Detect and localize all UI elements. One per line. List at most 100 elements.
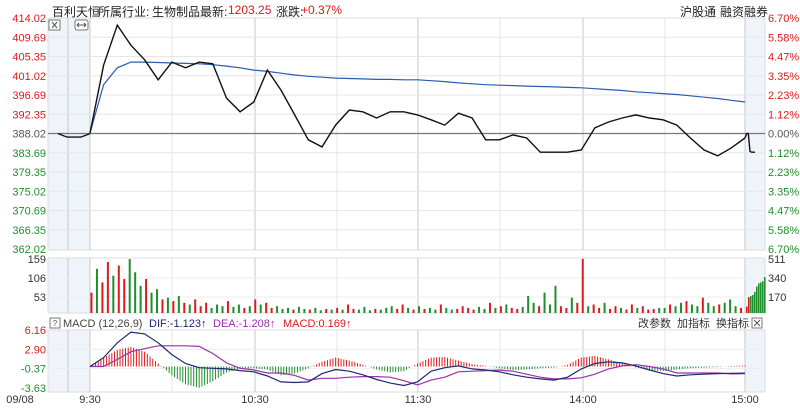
volume-bar bbox=[412, 309, 415, 313]
dea-value: DEA:-1.208↑ bbox=[213, 318, 275, 330]
volume-bar bbox=[265, 302, 268, 313]
percent-tick-label: 5.58% bbox=[768, 225, 799, 237]
volume-bar bbox=[248, 306, 251, 313]
volume-bar bbox=[134, 272, 137, 313]
volume-bar bbox=[488, 302, 491, 313]
percent-tick-label: 2.23% bbox=[768, 167, 799, 179]
volume-bar bbox=[680, 302, 682, 313]
volume-bar bbox=[674, 306, 677, 313]
price-tick-label: 375.02 bbox=[12, 186, 46, 198]
change-label: 涨跌: bbox=[276, 5, 304, 19]
volume-bar bbox=[216, 304, 219, 313]
volume-bar bbox=[314, 307, 317, 313]
volume-bar bbox=[368, 310, 371, 313]
industry-value[interactable]: 生物制品 bbox=[152, 5, 201, 19]
volume-bar bbox=[90, 292, 93, 313]
volume-bar bbox=[538, 306, 541, 313]
close-box-icon[interactable] bbox=[48, 19, 61, 31]
volume-bar bbox=[740, 307, 743, 313]
volume-bar bbox=[407, 307, 410, 313]
volume-bar bbox=[221, 306, 224, 313]
after-hours-volume-bar bbox=[748, 297, 750, 313]
volume-bar bbox=[669, 304, 672, 313]
volume-bar bbox=[619, 307, 622, 313]
volume-bar bbox=[423, 308, 426, 313]
add-indicator-button[interactable]: 加指标 bbox=[677, 316, 710, 330]
volume-bar bbox=[188, 304, 191, 313]
volume-bar bbox=[505, 304, 508, 313]
volume-bar bbox=[117, 265, 120, 313]
after-hours-volume-tick-label: 340 bbox=[768, 273, 786, 285]
volume-bar bbox=[707, 302, 710, 313]
price-tick-label: 401.02 bbox=[12, 71, 46, 83]
volume-bar bbox=[532, 302, 535, 313]
after-hours-volume-bar bbox=[754, 291, 756, 313]
volume-bar bbox=[112, 275, 115, 313]
volume-bar bbox=[614, 306, 617, 313]
percent-tick-label: 1.12% bbox=[768, 109, 799, 121]
volume-bar bbox=[450, 309, 453, 313]
percent-tick-label: 6.70% bbox=[768, 13, 799, 25]
volume-bar bbox=[554, 285, 557, 313]
volume-bar bbox=[581, 259, 584, 313]
volume-bar bbox=[390, 306, 393, 313]
switch-indicator-button[interactable]: 换指标 bbox=[716, 316, 749, 330]
horizontal-arrows-icon[interactable] bbox=[74, 19, 89, 31]
volume-bar bbox=[516, 308, 519, 313]
time-tick-label: 15:00 bbox=[731, 394, 759, 406]
hgt-link[interactable]: 沪股通 bbox=[680, 5, 717, 19]
stock-name: 百利天恒 bbox=[52, 5, 101, 19]
volume-bar bbox=[347, 304, 350, 313]
volume-bar bbox=[696, 306, 699, 313]
macd-tick-label: -3.63 bbox=[21, 383, 46, 395]
volume-bar bbox=[237, 304, 240, 313]
volume-bar bbox=[336, 307, 339, 313]
volume-bar bbox=[156, 289, 158, 313]
volume-bar bbox=[718, 304, 721, 313]
volume-bar bbox=[166, 297, 169, 313]
question-box-icon[interactable]: ? bbox=[49, 317, 61, 329]
price-tick-label: 409.69 bbox=[12, 32, 46, 44]
volume-bar bbox=[592, 304, 595, 313]
volume-bar bbox=[647, 309, 650, 313]
volume-bar bbox=[603, 302, 606, 313]
volume-bar bbox=[259, 304, 262, 313]
dif-value: DIF:-1.123↑ bbox=[149, 318, 206, 330]
after-hours-volume-tick-label: 511 bbox=[768, 254, 786, 266]
volume-bar bbox=[232, 306, 235, 313]
price-line bbox=[89, 23, 746, 157]
time-tick-label: 10:30 bbox=[241, 394, 269, 406]
volume-bar bbox=[549, 304, 551, 313]
volume-bar bbox=[434, 309, 437, 313]
dif-line bbox=[89, 331, 746, 387]
volume-bar bbox=[663, 307, 666, 313]
macd-tick-label: 2.90 bbox=[25, 344, 46, 356]
average-price-line bbox=[89, 61, 746, 134]
volume-bar bbox=[598, 307, 601, 313]
after-hours-volume-bar bbox=[760, 282, 762, 313]
price-tick-label: 405.35 bbox=[12, 52, 46, 64]
volume-bar bbox=[205, 302, 208, 313]
volume-bar bbox=[363, 306, 366, 313]
edit-params-button[interactable]: 改参数 bbox=[638, 316, 671, 330]
volume-bar bbox=[418, 306, 420, 313]
volume-bar bbox=[297, 306, 300, 313]
volume-bar bbox=[723, 302, 726, 313]
close-indicator-icon[interactable] bbox=[751, 317, 763, 329]
price-tick-label: 366.35 bbox=[12, 225, 46, 237]
volume-bar bbox=[494, 307, 497, 313]
time-tick-label: 14:00 bbox=[569, 394, 597, 406]
volume-bar bbox=[428, 307, 431, 313]
volume-bar bbox=[499, 306, 502, 313]
volume-bar bbox=[690, 304, 693, 313]
volume-bar bbox=[396, 308, 399, 313]
margin-trading-link[interactable]: 融资融券 bbox=[720, 5, 769, 19]
volume-bar bbox=[161, 299, 164, 313]
price-tick-label: 396.69 bbox=[12, 90, 46, 102]
volume-bar bbox=[330, 309, 333, 313]
price-tick-label: 392.35 bbox=[12, 109, 46, 121]
price-tick-label: 383.69 bbox=[12, 148, 46, 160]
after-hours-volume-bar bbox=[764, 277, 766, 313]
volume-bar bbox=[139, 285, 142, 313]
